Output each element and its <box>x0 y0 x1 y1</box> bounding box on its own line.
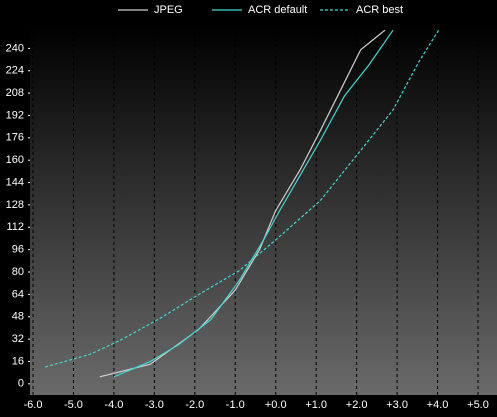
y-tick-label: 0 <box>18 378 24 390</box>
x-tick-label: +5.0 <box>467 399 489 411</box>
x-tick-label: +4.0 <box>427 399 449 411</box>
y-tick-label: 64 <box>12 288 24 300</box>
x-tick-label: -5.0 <box>64 399 83 411</box>
y-tick-label: 208 <box>6 87 24 99</box>
x-tick-label: +2.0 <box>346 399 368 411</box>
series-line <box>44 28 441 368</box>
y-tick-label: 240 <box>6 42 24 54</box>
series-line <box>113 29 394 378</box>
y-tick-label: 160 <box>6 154 24 166</box>
x-tick-label: -3.0 <box>145 399 164 411</box>
x-tick-label: -1.0 <box>226 399 245 411</box>
y-tick-label: 80 <box>12 266 24 278</box>
x-tick-label: +1.0 <box>305 399 327 411</box>
legend-label: JPEG <box>154 4 183 16</box>
legend-label: ACR default <box>248 4 307 16</box>
y-tick-label: 176 <box>6 132 24 144</box>
plot-area <box>30 26 497 395</box>
x-tick-label: +3.0 <box>386 399 408 411</box>
x-tick-label: -2.0 <box>185 399 204 411</box>
legend-label: ACR best <box>356 4 403 16</box>
y-tick-label: 48 <box>12 311 24 323</box>
y-tick-label: 192 <box>6 109 24 121</box>
x-tick-label: -6.0 <box>24 399 43 411</box>
y-tick-label: 32 <box>12 333 24 345</box>
y-tick-label: 112 <box>6 221 24 233</box>
y-tick-label: 16 <box>12 355 24 367</box>
y-tick-label: 128 <box>6 199 24 211</box>
y-tick-label: 144 <box>6 176 24 188</box>
y-tick-label: 96 <box>12 244 24 256</box>
y-tick-label: 224 <box>6 65 24 77</box>
x-tick-label: +0.0 <box>265 399 287 411</box>
x-tick-label: -4.0 <box>104 399 123 411</box>
